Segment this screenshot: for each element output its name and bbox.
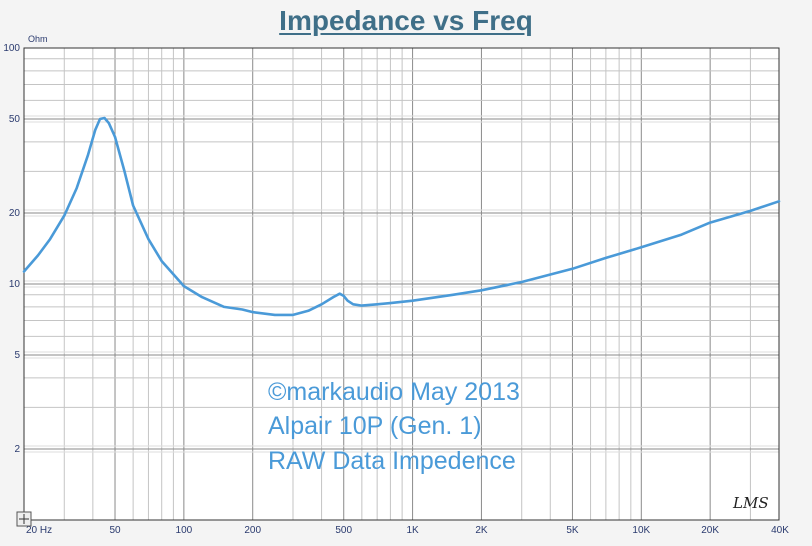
y-tick-label: 5 xyxy=(14,350,20,361)
annotation-raw-data: RAW Data Impedence xyxy=(268,447,516,475)
x-tick-label: 20 Hz xyxy=(26,525,52,536)
annotation-copyright: ©markaudio May 2013 xyxy=(268,378,520,406)
x-tick-label: 5K xyxy=(566,525,579,536)
x-tick-label: 100 xyxy=(176,525,193,536)
y-axis-ticks: 100 50 20 10 5 2 xyxy=(3,43,20,455)
y-tick-label: 100 xyxy=(3,43,20,54)
y-axis-label: Ohm xyxy=(28,34,48,44)
y-tick-label: 20 xyxy=(9,208,21,219)
x-tick-label: 40K xyxy=(771,525,789,536)
lms-signature: LMS xyxy=(732,494,769,512)
impedance-curve xyxy=(22,116,781,317)
x-tick-label: 1K xyxy=(406,525,419,536)
crosshair-icon[interactable] xyxy=(16,511,32,527)
plot-frame xyxy=(23,47,780,521)
x-axis-ticks: 20 Hz 50 100 200 500 1K 2K 5K 10K 20K 40K xyxy=(26,525,789,536)
y-tick-label: 50 xyxy=(9,114,21,125)
y-tick-label: 2 xyxy=(14,444,20,455)
x-tick-label: 500 xyxy=(335,525,352,536)
x-tick-label: 2K xyxy=(475,525,488,536)
x-tick-label: 10K xyxy=(632,525,650,536)
grid xyxy=(23,48,780,520)
chart-title: Impedance vs Freq xyxy=(279,5,533,36)
x-tick-label: 200 xyxy=(244,525,261,536)
annotation-model: Alpair 10P (Gen. 1) xyxy=(268,412,482,440)
y-tick-label: 10 xyxy=(9,279,21,290)
x-tick-label: 50 xyxy=(109,525,121,536)
x-tick-label: 20K xyxy=(701,525,719,536)
